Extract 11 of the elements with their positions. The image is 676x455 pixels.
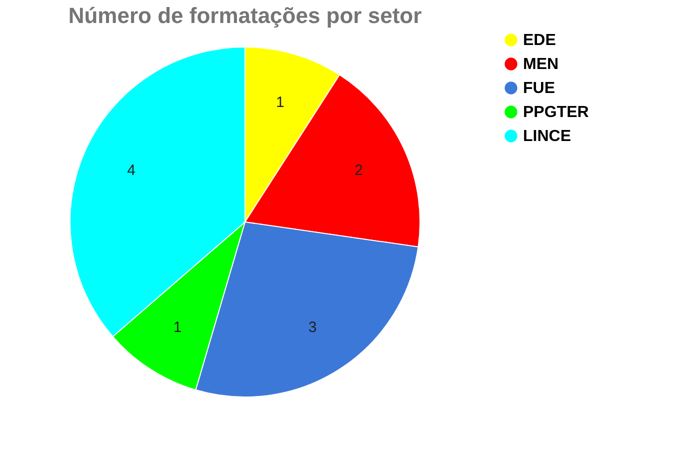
legend-label: PPGTER: [523, 104, 590, 121]
legend-label: EDE: [523, 32, 556, 49]
data-label: 4: [127, 162, 136, 180]
data-label: 3: [308, 319, 317, 336]
data-label: 2: [354, 162, 363, 180]
legend-label: MEN: [523, 56, 559, 73]
data-label: 1: [173, 319, 182, 336]
data-label: 1: [276, 94, 284, 112]
chart-title: Número de formatações por setor: [68, 3, 422, 28]
legend-label: LINCE: [523, 128, 572, 145]
legend-label: FUE: [523, 80, 556, 97]
